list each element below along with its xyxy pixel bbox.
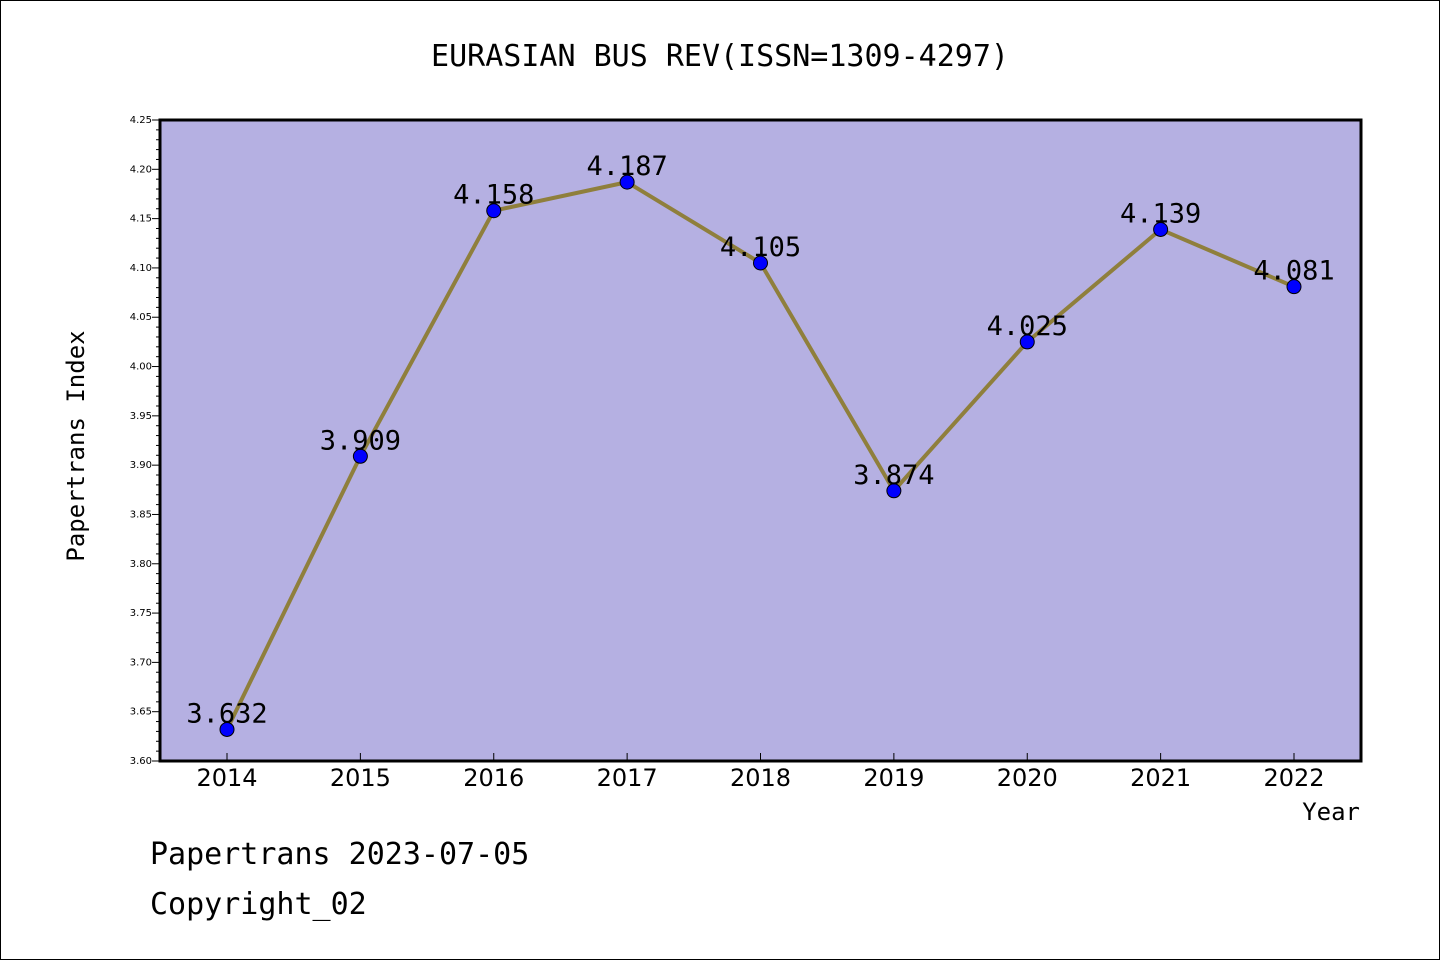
y-tick-label: 4.10 xyxy=(130,263,152,274)
data-point-marker xyxy=(1286,279,1302,295)
y-tick-label: 4.25 xyxy=(130,115,152,126)
x-tick-label: 2016 xyxy=(463,764,524,792)
y-tick-label: 4.00 xyxy=(130,362,152,373)
x-tick-label: 2022 xyxy=(1263,764,1324,792)
data-point-marker xyxy=(619,174,635,190)
x-axis: 2014 2015 2016 2017 2018 2019 2020 2021 2022 xyxy=(196,753,1325,792)
data-label: 4.139 xyxy=(1120,198,1201,229)
data-point-marker xyxy=(219,721,235,737)
y-axis: 3.60 3.65 3.70 3.75 3.80 3.85 3.90 3.95 4.00 4.05… xyxy=(130,115,160,767)
data-label: 3.632 xyxy=(186,698,267,729)
y-tick-label: 4.05 xyxy=(130,312,152,323)
data-point-marker xyxy=(486,203,502,219)
markers-group xyxy=(219,174,1302,737)
data-point-marker xyxy=(1153,221,1169,237)
data-point-marker xyxy=(753,255,768,271)
x-tick-label: 2018 xyxy=(730,764,791,792)
footer-copyright: Copyright_02 xyxy=(150,887,367,922)
x-tick-label: 2015 xyxy=(330,764,391,792)
y-tick-label: 3.85 xyxy=(130,509,152,520)
x-tick-label: 2017 xyxy=(597,764,658,792)
x-axis-label: Year xyxy=(1302,798,1360,826)
y-axis-label: Papertrans Index xyxy=(62,330,90,561)
x-tick-label: 2014 xyxy=(196,764,257,792)
data-label: 3.909 xyxy=(320,425,401,456)
y-tick-label: 4.20 xyxy=(130,164,152,175)
data-label: 3.874 xyxy=(853,460,934,491)
data-point-marker xyxy=(352,448,368,464)
y-tick-label: 3.95 xyxy=(130,411,152,422)
data-label: 4.105 xyxy=(720,232,801,263)
data-label: 4.081 xyxy=(1253,256,1334,287)
y-tick-label: 3.90 xyxy=(130,460,152,471)
chart-title: EURASIAN BUS REV(ISSN=1309-4297) xyxy=(431,39,1009,74)
y-tick-label: 3.75 xyxy=(130,608,152,619)
y-tick-label: 3.80 xyxy=(130,559,152,570)
data-label: 4.025 xyxy=(987,311,1068,342)
y-tick-label: 3.70 xyxy=(130,657,152,668)
data-point-marker xyxy=(1019,334,1035,350)
data-label: 4.158 xyxy=(453,180,534,211)
data-point-marker xyxy=(886,483,902,499)
y-tick-label: 3.65 xyxy=(130,707,152,718)
data-label: 4.187 xyxy=(586,151,667,182)
y-tick-label: 4.15 xyxy=(130,214,152,225)
footer-date: Papertrans 2023-07-05 xyxy=(150,837,529,872)
x-tick-label: 2021 xyxy=(1130,764,1191,792)
x-tick-label: 2020 xyxy=(997,764,1058,792)
x-tick-label: 2019 xyxy=(863,764,924,792)
y-tick-label: 3.60 xyxy=(130,756,152,767)
data-labels-group: 3.632 3.909 4.158 4.187 4.105 3.874 4.025 4.139… xyxy=(186,151,1334,729)
